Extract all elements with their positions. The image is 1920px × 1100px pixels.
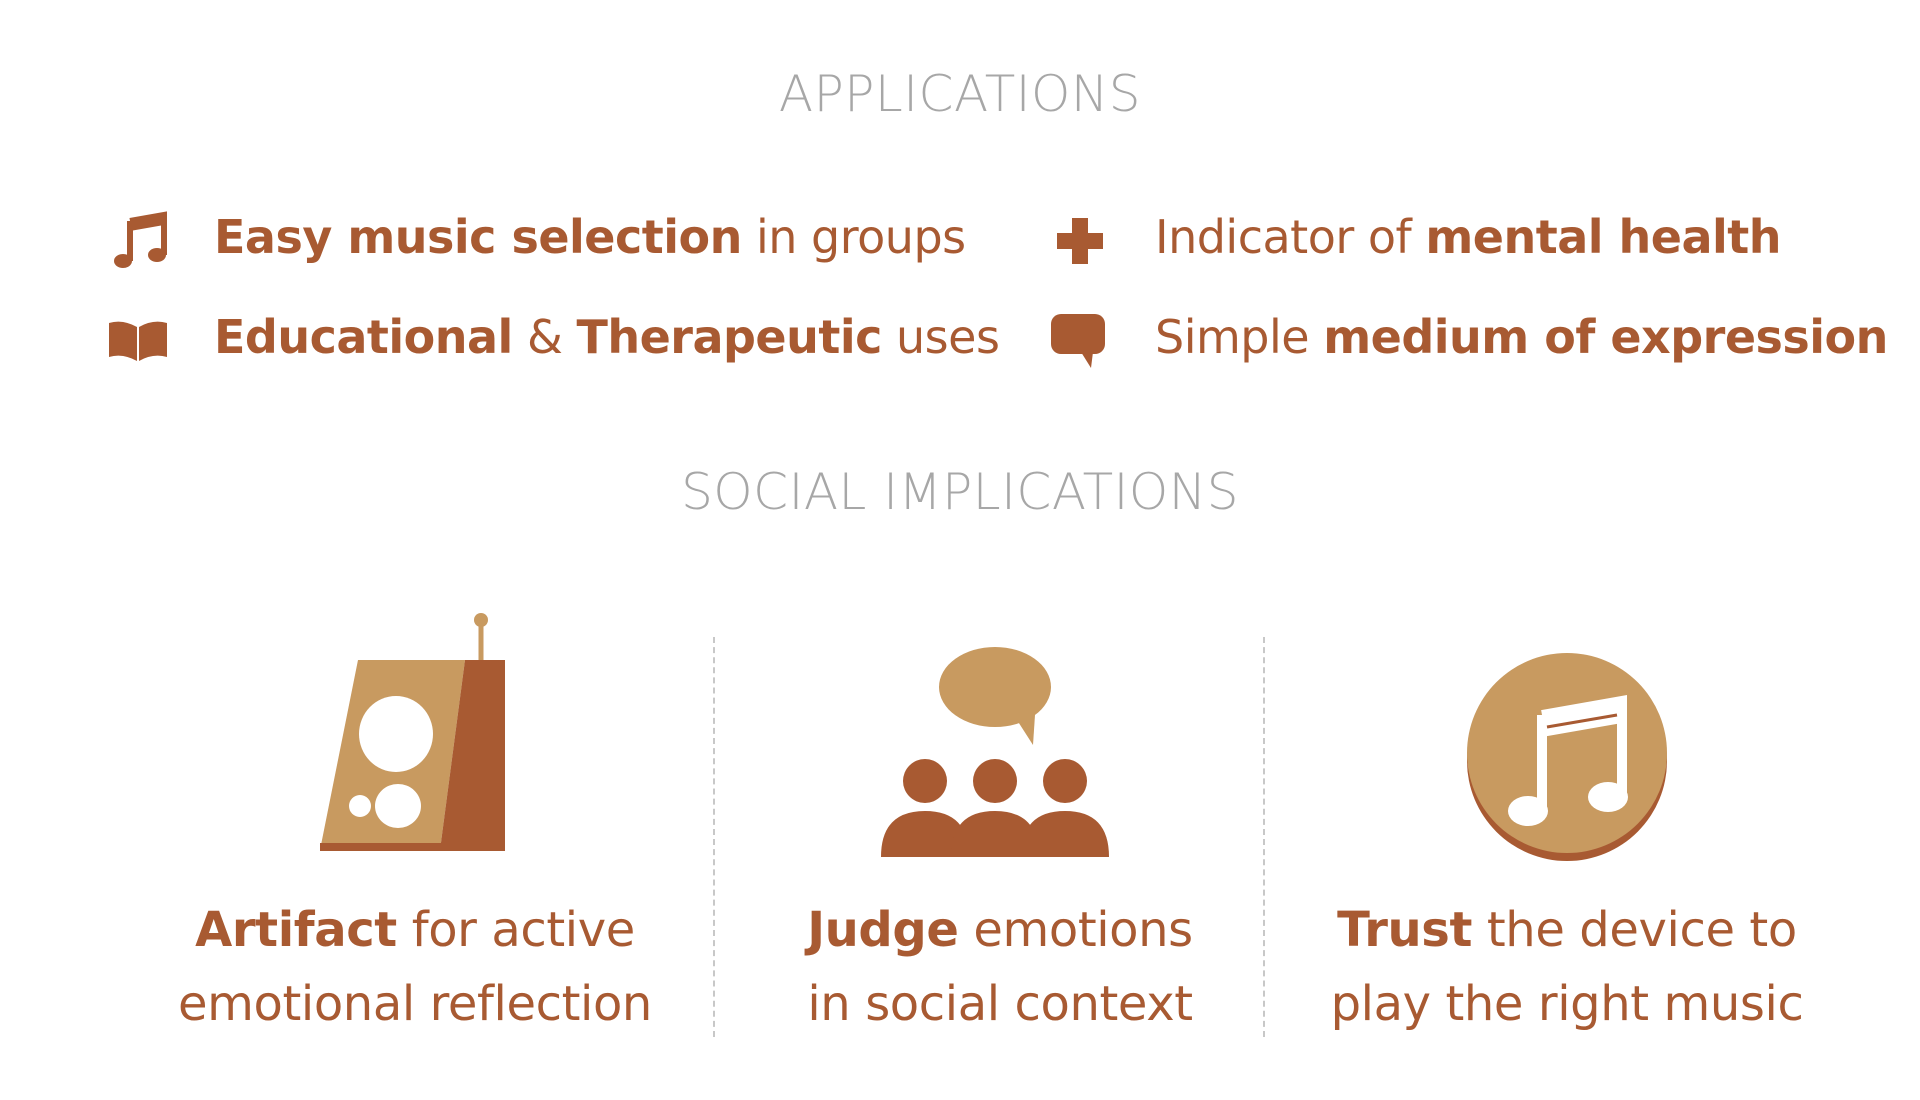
text-regular: emotions: [958, 902, 1193, 958]
text-regular: Simple: [1155, 310, 1324, 364]
column-line-2: play the right music: [1330, 976, 1804, 1032]
group-speech-icon: [875, 645, 1115, 865]
column-divider: [1263, 637, 1265, 1037]
column-line-2: emotional reflection: [178, 976, 652, 1032]
column-line-1: Trust the device to: [1297, 893, 1837, 967]
text-bold: mental health: [1425, 210, 1782, 264]
column-line-2: in social context: [807, 976, 1193, 1032]
column-line-1: Judge emotions: [730, 893, 1270, 967]
text-regular: for active: [396, 902, 636, 958]
column-line-1: Artifact for active: [145, 893, 685, 967]
text-bold: Judge: [807, 902, 959, 958]
application-item-mental-health: Indicator of mental health: [1155, 210, 1782, 264]
radio-device-icon: [310, 610, 520, 860]
text-bold: Therapeutic: [576, 310, 882, 364]
text-regular: &: [512, 310, 577, 364]
social-column-text: Trust the device to play the right music: [1297, 893, 1837, 1041]
application-item-music-selection: Easy music selection in groups: [214, 210, 966, 264]
plus-icon: [1045, 206, 1115, 276]
application-item-educational: Educational & Therapeutic uses: [214, 310, 1000, 364]
text-regular: Indicator of: [1155, 210, 1426, 264]
text-bold: Trust: [1337, 902, 1473, 958]
column-divider: [713, 637, 715, 1037]
text-bold: Educational: [214, 310, 513, 364]
speech-bubble-icon: [1043, 306, 1113, 376]
book-icon: [103, 306, 173, 376]
music-disc-icon: [1462, 645, 1672, 865]
text-regular: uses: [881, 310, 1000, 364]
text-regular: in groups: [741, 210, 966, 264]
music-note-icon: [105, 206, 175, 276]
social-column-text: Judge emotions in social context: [730, 893, 1270, 1041]
text-regular: the device to: [1472, 902, 1797, 958]
applications-title: APPLICATIONS: [778, 65, 1142, 123]
text-bold: Artifact: [195, 902, 397, 958]
text-bold: medium of expression: [1323, 310, 1888, 364]
social-column-text: Artifact for active emotional reflection: [145, 893, 685, 1041]
application-item-expression: Simple medium of expression: [1155, 310, 1888, 364]
text-bold: Easy music selection: [214, 210, 742, 264]
social-implications-title: SOCIAL IMPLICATIONS: [681, 463, 1239, 521]
